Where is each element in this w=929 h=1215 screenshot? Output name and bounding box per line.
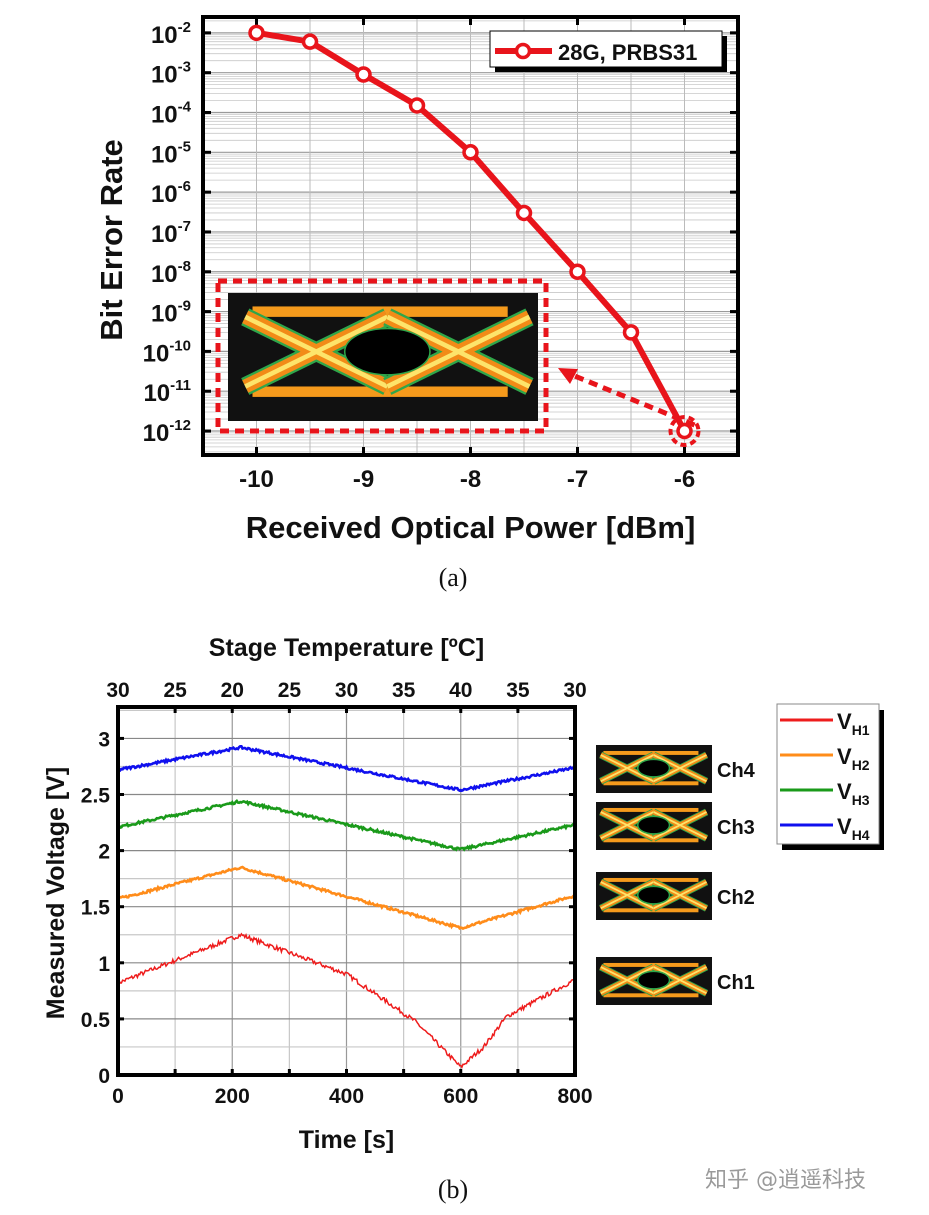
y-tick-label: 0.5 [81, 1009, 111, 1032]
x-axis-title: Received Optical Power [dBm] [246, 510, 696, 545]
y-tick-label: 10-5 [151, 138, 191, 168]
data-point [301, 33, 319, 50]
series-line-vh3 [116, 798, 576, 852]
y-tick-label: 1.5 [81, 897, 111, 920]
legend-label: VH1 [837, 709, 870, 738]
eye-thumbnail-ch2 [596, 872, 712, 920]
y-tick-label: 10-10 [143, 337, 191, 367]
x-tick-label: 800 [557, 1085, 592, 1108]
x2-tick-label: 25 [278, 679, 302, 702]
x-tick-label: -8 [460, 466, 481, 493]
legend-label: VH2 [837, 744, 870, 773]
y-tick-label: 10-12 [143, 417, 191, 447]
y-axis-title: Bit Error Rate [94, 139, 129, 341]
x2-axis-title: Stage Temperature [ºC] [209, 634, 484, 662]
y-tick-label: 10-4 [151, 98, 192, 128]
eye-crossing-core [600, 811, 655, 840]
eye-crossing-core [600, 966, 655, 995]
series-line-vh2 [117, 865, 576, 931]
y-axis-title: Measured Voltage [V] [42, 767, 70, 1019]
y-tick-label: 10-7 [151, 218, 191, 248]
eye-crossing-core [386, 314, 531, 389]
y-tick-label: 10-8 [151, 258, 191, 288]
data-point [355, 66, 372, 83]
eye-opening [636, 970, 671, 990]
x-tick-label: 400 [329, 1085, 364, 1108]
eye-channel-label: Ch3 [717, 817, 755, 839]
y-tick-label: 10-6 [151, 178, 191, 208]
legend-label: VH4 [837, 814, 870, 843]
x2-tick-label: 20 [221, 679, 244, 702]
data-point [462, 144, 479, 161]
x2-tick-label: 35 [506, 679, 530, 702]
x2-tick-label: 30 [106, 679, 129, 702]
x-tick-label: 600 [443, 1085, 478, 1108]
eye-channel-label: Ch1 [717, 972, 755, 994]
legend-box [776, 703, 880, 845]
y-tick-label: 2.5 [81, 785, 111, 808]
watermark: 知乎 @逍遥科技 [705, 1168, 866, 1193]
x-tick-label: 200 [215, 1085, 250, 1108]
eye-channel-label: Ch4 [717, 760, 756, 782]
eye-crossing-core [244, 314, 389, 389]
y-tick-label: 10-3 [151, 59, 191, 89]
eye-crossing-core [653, 881, 707, 910]
x2-tick-label: 40 [449, 679, 472, 702]
data-point [676, 422, 693, 440]
y-tick-label: 3 [98, 728, 110, 751]
eye-crossing-core [600, 881, 655, 910]
panel-label-b: (b) [438, 1175, 468, 1204]
eye-thumbnail-ch3 [596, 802, 712, 850]
y-tick-label: 10-9 [151, 298, 191, 328]
data-point [515, 204, 533, 222]
x2-tick-label: 30 [563, 679, 586, 702]
eye-opening [636, 758, 671, 778]
legend-marker [514, 42, 532, 60]
data-point [622, 324, 640, 341]
eye-thumbnail-ch1 [596, 957, 712, 1005]
x2-tick-label: 35 [392, 679, 416, 702]
legend-label: VH3 [837, 779, 870, 808]
x-tick-label: -9 [353, 466, 374, 493]
data-point [408, 97, 426, 114]
inset-arrowhead [558, 368, 578, 384]
eye-opening [636, 885, 671, 905]
y-tick-label: 10-2 [151, 19, 191, 49]
panel-label-a: (a) [439, 563, 468, 592]
data-point [248, 24, 265, 42]
series-line-vh4 [117, 744, 576, 793]
eye-diagram-inset [228, 293, 538, 421]
eye-crossing-core [653, 811, 707, 840]
eye-channel-label: Ch2 [717, 887, 755, 909]
x-tick-label: 0 [112, 1085, 124, 1108]
y-tick-label: 0 [98, 1065, 110, 1088]
eye-thumbnail-ch4 [596, 745, 712, 793]
x-tick-label: -7 [567, 466, 588, 493]
series-line-vh1 [117, 932, 576, 1069]
eye-opening [636, 815, 671, 835]
x2-tick-label: 25 [163, 679, 187, 702]
y-tick-label: 2 [98, 841, 110, 864]
y-tick-label: 1 [98, 953, 110, 976]
eye-crossing-core [653, 754, 707, 783]
y-tick-label: 10-11 [143, 377, 191, 407]
eye-crossing-core [653, 966, 707, 995]
x2-tick-label: 30 [335, 679, 358, 702]
x-tick-label: -10 [239, 466, 274, 493]
inset-arrow [564, 369, 696, 428]
highlight-circle [668, 415, 701, 448]
data-point [569, 263, 586, 281]
eye-crossing-core [600, 754, 655, 783]
eye-opening [343, 327, 431, 376]
x-tick-label: -6 [674, 466, 695, 493]
x-axis-title: Time [s] [299, 1126, 394, 1154]
legend-label: 28G, PRBS31 [558, 40, 697, 65]
